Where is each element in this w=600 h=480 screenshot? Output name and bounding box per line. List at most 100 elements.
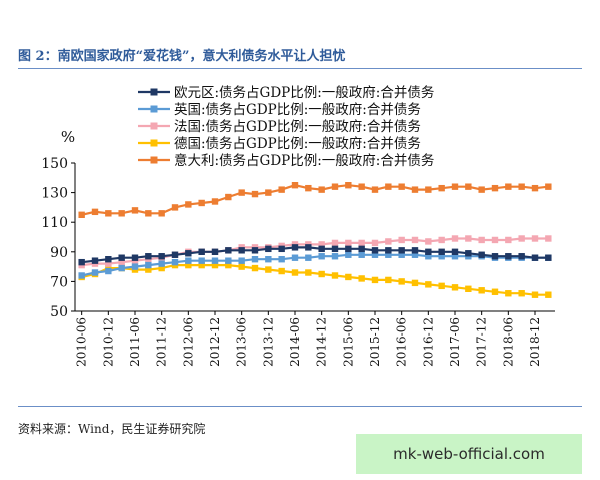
- data-point: [358, 275, 365, 282]
- legend-swatch-marker: [150, 139, 158, 147]
- data-point: [451, 284, 459, 291]
- legend-label: 德国:债务占GDP比例:一般政府:合并债务: [174, 136, 421, 152]
- data-point: [531, 254, 539, 261]
- data-point: [238, 257, 245, 264]
- data-point: [531, 184, 539, 192]
- series-line: [81, 184, 549, 216]
- data-point: [398, 236, 405, 244]
- data-point: [105, 260, 112, 267]
- data-point: [305, 254, 312, 261]
- data-point: [131, 263, 139, 270]
- data-point: [171, 251, 179, 258]
- data-point: [491, 288, 499, 295]
- data-point: [78, 272, 85, 279]
- data-point: [345, 245, 352, 253]
- data-point: [291, 254, 299, 261]
- legend-swatch-marker: [150, 88, 158, 96]
- data-point: [385, 247, 392, 254]
- legend-label: 欧元区:债务占GDP比例:一般政府:合并债务: [174, 85, 434, 101]
- data-point: [385, 251, 392, 258]
- data-point: [358, 183, 365, 190]
- data-point: [371, 251, 379, 258]
- legend-item: 欧元区:债务占GDP比例:一般政府:合并债务: [138, 85, 434, 101]
- data-point: [331, 272, 339, 279]
- data-point: [278, 186, 285, 193]
- data-point: [145, 266, 152, 273]
- data-point: [171, 204, 179, 211]
- legend-swatch-marker: [150, 122, 158, 130]
- data-point: [438, 184, 445, 192]
- data-point: [251, 190, 259, 198]
- data-point: [238, 263, 245, 270]
- data-point: [451, 253, 459, 260]
- data-point: [318, 186, 325, 193]
- data-point: [505, 253, 512, 260]
- data-point: [465, 285, 472, 292]
- data-point: [371, 239, 379, 247]
- data-point: [225, 257, 232, 264]
- x-tick-label: 2015-12: [368, 317, 382, 367]
- data-point: [305, 269, 312, 276]
- legend-swatch-marker: [150, 156, 158, 164]
- x-tick-label: 2010-06: [75, 317, 89, 367]
- x-tick-label: 2013-12: [261, 317, 275, 367]
- data-point: [491, 236, 499, 244]
- data-point: [251, 256, 259, 263]
- data-point: [198, 261, 205, 269]
- data-point: [438, 282, 445, 290]
- data-point: [438, 248, 445, 255]
- data-point: [358, 245, 365, 253]
- series-group: [78, 244, 552, 266]
- data-point: [171, 258, 179, 266]
- data-point: [545, 254, 552, 261]
- data-point: [358, 239, 365, 247]
- y-tick-label: 90: [50, 245, 68, 261]
- data-point: [318, 241, 325, 248]
- data-point: [318, 253, 325, 260]
- series-line: [81, 264, 549, 296]
- data-point: [145, 261, 152, 269]
- data-point: [465, 183, 472, 190]
- x-tick-label: 2017-12: [475, 317, 489, 367]
- data-point: [371, 276, 379, 284]
- data-point: [425, 253, 432, 260]
- data-point: [185, 257, 192, 264]
- x-tick-label: 2014-12: [315, 317, 329, 367]
- data-point: [505, 183, 512, 190]
- chart-axes: 50 70 90 110 130 150 2010-06 2010-12 2011-06 2011…: [41, 156, 555, 367]
- y-tick-label: 110: [41, 215, 68, 231]
- data-point: [158, 264, 165, 272]
- data-point: [211, 261, 219, 269]
- data-point: [278, 267, 285, 275]
- y-tick-label: 130: [41, 186, 68, 202]
- legend-label: 意大利:债务占GDP比例:一般政府:合并债务: [174, 152, 434, 169]
- data-point: [185, 261, 192, 269]
- data-point: [518, 290, 525, 297]
- legend-item: 意大利:债务占GDP比例:一般政府:合并债务: [138, 152, 434, 169]
- data-point: [278, 256, 285, 263]
- x-tick-label: 2012-06: [181, 317, 195, 367]
- chart-legend: 欧元区:债务占GDP比例:一般政府:合并债务英国:债务占GDP比例:一般政府:合…: [138, 85, 434, 169]
- data-point: [411, 186, 419, 193]
- legend-label: 英国:债务占GDP比例:一般政府:合并债务: [174, 101, 421, 118]
- data-point: [345, 239, 352, 247]
- source-divider: [18, 406, 582, 407]
- y-tick-label: 70: [50, 274, 68, 290]
- data-point: [318, 245, 325, 253]
- figure-title: 图 2：南欧国家政府“爱花钱”，意大利债务水平让人担忧: [18, 49, 346, 64]
- data-point: [478, 251, 485, 258]
- data-point: [238, 247, 245, 254]
- legend-item: 法国:债务占GDP比例:一般政府:合并债务: [138, 119, 421, 135]
- data-point: [345, 273, 352, 281]
- x-tick-label: 2011-12: [155, 317, 169, 367]
- data-point: [305, 184, 312, 192]
- data-point: [398, 183, 405, 190]
- data-point: [385, 238, 392, 245]
- data-point: [198, 199, 205, 207]
- data-point: [145, 210, 152, 217]
- data-point: [198, 257, 205, 264]
- data-point: [145, 253, 152, 260]
- data-point: [251, 264, 259, 272]
- data-point: [371, 247, 379, 254]
